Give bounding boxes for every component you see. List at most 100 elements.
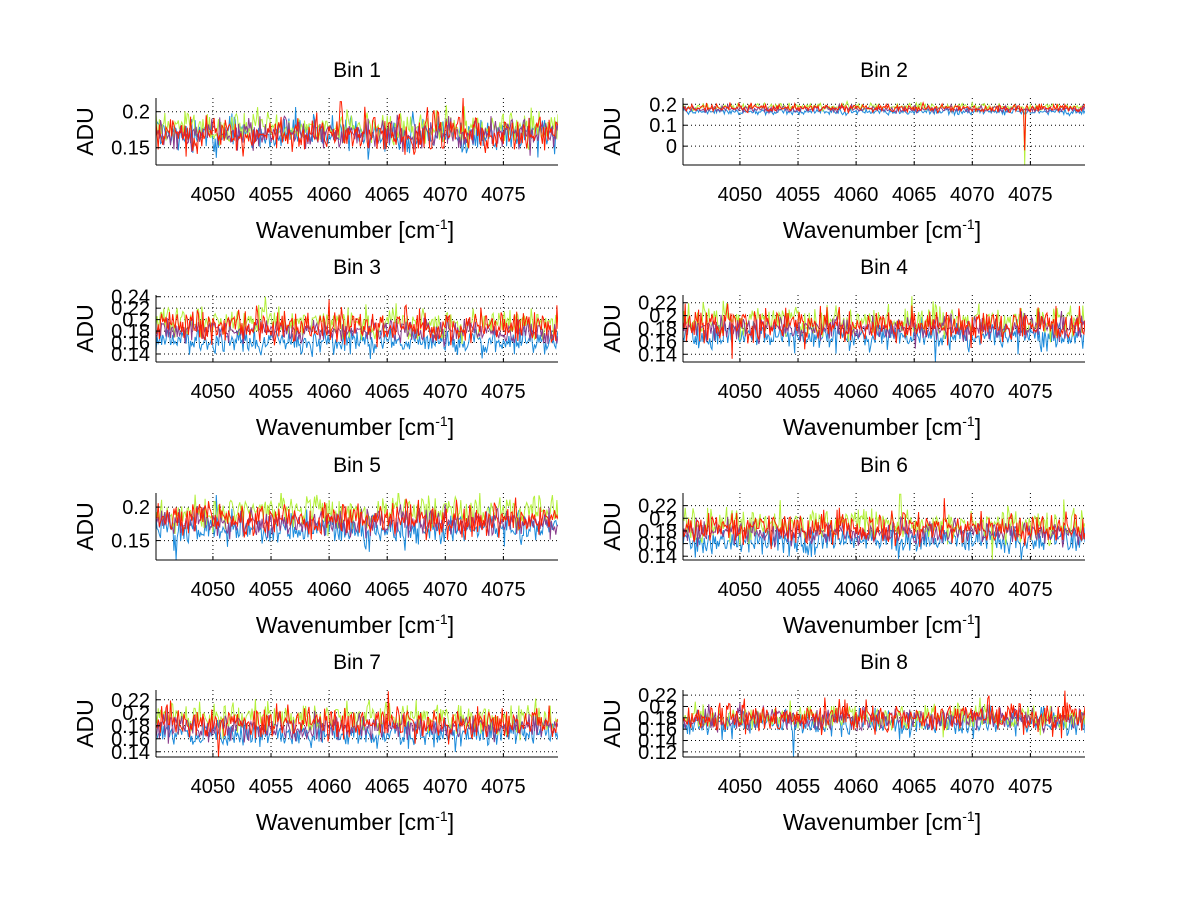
y-axis-label: ADU (599, 699, 625, 748)
x-tick-label: 4065 (892, 184, 937, 206)
series-line-blue (683, 105, 1085, 117)
y-tick-label: 0.15 (111, 531, 150, 553)
subplot-title: Bin 8 (860, 651, 908, 674)
series-line-purple (683, 310, 1085, 349)
x-axis-label-exponent: -1 (962, 413, 975, 429)
series-group (156, 493, 558, 560)
series-group (156, 98, 558, 160)
series-line-red (156, 299, 558, 348)
x-axis-label-exponent: -1 (962, 808, 975, 824)
y-tick-label: 0.14 (111, 742, 150, 764)
x-tick-label: 4050 (718, 579, 763, 601)
x-tick-label: 4065 (365, 184, 410, 206)
x-tick-label: 4070 (950, 381, 995, 403)
x-tick-label: 4050 (191, 776, 236, 798)
x-tick-label: 4055 (249, 776, 294, 798)
x-tick-label: 4075 (1008, 184, 1053, 206)
y-tick-label: 0.14 (638, 344, 677, 366)
x-tick-label: 4070 (950, 776, 995, 798)
x-tick-label: 4065 (892, 579, 937, 601)
y-axis-label: ADU (72, 304, 98, 353)
y-tick-label: 0.2 (649, 94, 677, 116)
subplot-title: Bin 6 (860, 454, 908, 477)
x-tick-label: 4055 (776, 381, 821, 403)
y-tick-label: 0.22 (638, 293, 677, 315)
x-axis-label-text: Wavenumber [cm (783, 612, 962, 638)
x-tick-label: 4050 (718, 184, 763, 206)
series-line-purple (156, 504, 558, 540)
subplot-bin-8: 4050 4055 4060 4065 4070 4075 0.120.140.160.18… (599, 651, 1085, 835)
x-tick-label: 4065 (892, 776, 937, 798)
x-tick-label: 4065 (365, 579, 410, 601)
x-tick-label: 4070 (423, 184, 468, 206)
series-line-red (156, 497, 558, 541)
x-axis-label-text: Wavenumber [cm (256, 217, 435, 243)
y-tick-label: 0.15 (111, 138, 150, 160)
x-axis-label-bracket: ] (975, 414, 981, 440)
series-line-red (156, 98, 558, 157)
series-line-red (683, 303, 1085, 359)
subplot-bin-2: 4050 4055 4060 4065 4070 4075 00.10.2 Bin 2 Wave… (599, 59, 1085, 243)
subplot-title: Bin 4 (860, 256, 908, 279)
x-tick-label: 4060 (307, 381, 352, 403)
x-tick-label: 4050 (191, 579, 236, 601)
y-tick-label: 0.24 (111, 287, 150, 309)
subplot-bin-4: 4050 4055 4060 4065 4070 4075 0.140.160.180.20… (599, 256, 1085, 440)
x-tick-label: 4065 (365, 381, 410, 403)
series-line-purple (683, 102, 1085, 115)
subplot-bin-5: 4050 4055 4060 4065 4070 4075 0.15 0.2 Bin 5 Wave… (72, 454, 558, 638)
x-tick-label: 4060 (307, 579, 352, 601)
y-tick-label: 0.18 (111, 716, 150, 738)
x-axis-label-text: Wavenumber [cm (256, 414, 435, 440)
x-axis-label-bracket: ] (975, 809, 981, 835)
series-line-purple (683, 702, 1085, 734)
subplot-bin-6: 4050 4055 4060 4065 4070 4075 0.140.160.180.20… (599, 454, 1085, 638)
subplot-bin-3: 4050 4055 4060 4065 4070 4075 0.140.160.180.20… (72, 256, 558, 440)
y-axis-label: ADU (72, 107, 98, 156)
x-axis-label: Wavenumber [cm-1] (783, 216, 981, 243)
series-line-red (683, 498, 1085, 550)
x-axis-label: Wavenumber [cm-1] (256, 611, 454, 638)
x-axis-label-exponent: -1 (435, 611, 448, 627)
x-axis-label-text: Wavenumber [cm (783, 414, 962, 440)
x-axis-label: Wavenumber [cm-1] (783, 413, 981, 440)
y-tick-label: 0 (666, 136, 677, 158)
x-tick-label: 4055 (776, 184, 821, 206)
y-tick-label: 0.2 (649, 306, 677, 328)
series-line-red (156, 691, 558, 757)
series-line-red (683, 101, 1085, 151)
x-tick-label: 4070 (423, 381, 468, 403)
series-group (683, 296, 1085, 362)
x-tick-label: 4075 (481, 579, 526, 601)
y-axis-label: ADU (599, 502, 625, 551)
x-tick-label: 4060 (834, 776, 879, 798)
x-tick-label: 4070 (423, 579, 468, 601)
x-axis-label-bracket: ] (975, 612, 981, 638)
x-tick-label: 4055 (249, 381, 294, 403)
subplot-title: Bin 2 (860, 59, 908, 82)
y-tick-label: 0.18 (111, 321, 150, 343)
y-tick-label: 0.16 (111, 729, 150, 751)
x-axis-label-bracket: ] (448, 612, 454, 638)
x-tick-label: 4060 (307, 184, 352, 206)
y-tick-label: 0.22 (638, 685, 677, 707)
x-tick-label: 4055 (249, 579, 294, 601)
y-tick-label: 0.22 (638, 496, 677, 518)
x-axis-label-bracket: ] (975, 217, 981, 243)
x-axis-label-text: Wavenumber [cm (783, 217, 962, 243)
y-axis-label: ADU (599, 304, 625, 353)
x-tick-label: 4065 (892, 381, 937, 403)
x-tick-label: 4055 (776, 579, 821, 601)
x-axis-label-exponent: -1 (962, 611, 975, 627)
x-tick-label: 4060 (834, 579, 879, 601)
y-tick-label: 0.12 (638, 742, 677, 764)
y-tick-label: 0.2 (649, 508, 677, 530)
x-axis-label-bracket: ] (448, 809, 454, 835)
x-tick-label: 4075 (481, 184, 526, 206)
x-axis-label-bracket: ] (448, 217, 454, 243)
x-axis-label-text: Wavenumber [cm (783, 809, 962, 835)
x-tick-label: 4070 (950, 184, 995, 206)
subplot-title: Bin 5 (333, 454, 381, 477)
x-tick-label: 4075 (481, 776, 526, 798)
